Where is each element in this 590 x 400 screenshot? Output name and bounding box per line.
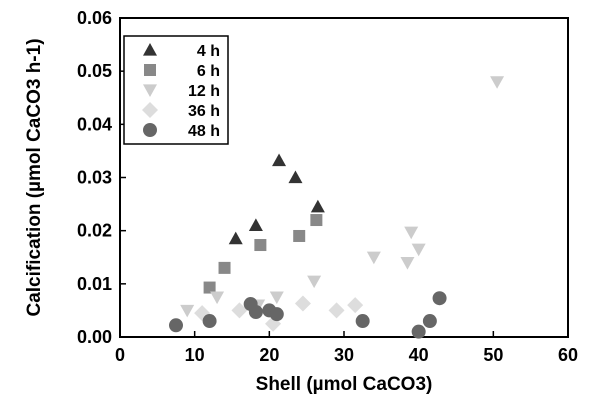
data-point [411,243,426,257]
legend-marker [143,84,157,97]
data-point [288,170,303,184]
legend-marker [144,64,156,76]
data-point [254,239,267,252]
data-point [203,281,216,294]
data-point [404,226,419,240]
data-point [366,251,381,265]
y-tick-label: 0.06 [77,8,112,28]
data-point [310,214,323,227]
data-point [248,305,263,320]
data-point [269,291,284,305]
x-tick-label: 40 [409,345,429,365]
data-point [180,304,195,318]
data-point [355,314,370,329]
legend-label: 36 h [188,103,220,120]
data-point [272,153,287,167]
x-tick-label: 30 [334,345,354,365]
y-tick-label: 0.00 [77,327,112,347]
data-point [293,229,306,242]
legend-box [123,35,229,145]
y-tick-label: 0.05 [77,61,112,81]
x-tick-label: 20 [259,345,279,365]
legend-marker [143,43,157,56]
y-tick-label: 0.01 [77,274,112,294]
legend-label: 48 h [188,123,220,140]
legend-label: 12 h [188,83,220,100]
data-point [400,256,415,270]
x-axis-title: Shell (µmol CaCO3) [256,374,433,395]
data-points [169,76,505,339]
series-4h [228,153,325,245]
legend: 4 h 6 h 12 h 36 h 48 h [123,35,229,145]
series-48h [169,291,447,339]
series-12h [180,76,505,318]
data-point [422,314,437,329]
legend-marker [142,102,158,118]
data-point [210,291,225,305]
data-point [411,324,426,339]
data-point [202,314,217,329]
data-point [310,199,325,213]
data-point [228,231,243,245]
data-point [328,302,345,319]
legend-label: 6 h [197,63,220,80]
legend-marker [143,123,157,137]
x-tick-label: 60 [558,345,578,365]
axes [119,17,569,338]
legend-label: 4 h [197,43,220,60]
x-tick-label: 50 [483,345,503,365]
x-tick-label: 0 [115,345,125,365]
tick-labels: 0 10 20 30 40 50 60 0.00 0.01 0.02 0.03 0.04 0.05 0.0… [77,8,578,365]
y-tick-label: 0.04 [77,114,112,134]
series-6h [203,214,323,294]
x-tick-label: 10 [185,345,205,365]
data-point [347,297,364,314]
data-point [294,295,311,312]
data-point [248,218,263,231]
data-point [269,307,284,322]
y-axis-title: Calcification (µmol CaCO3 h-1) [24,38,45,316]
data-point [231,302,248,319]
data-point [432,291,447,306]
data-point [307,275,322,289]
data-point [218,261,231,274]
y-tick-label: 0.02 [77,221,112,241]
data-point [490,76,505,89]
data-point [169,318,183,333]
y-tick-label: 0.03 [77,168,112,188]
